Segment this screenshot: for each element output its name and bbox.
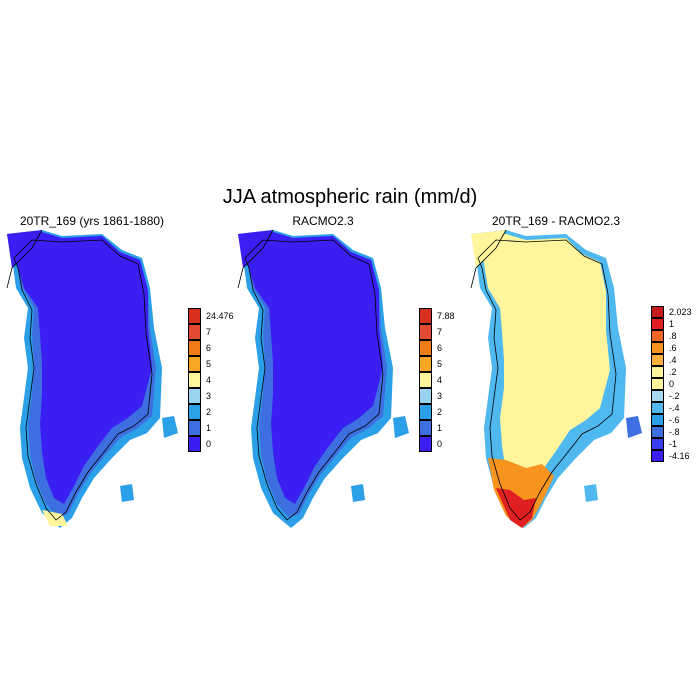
colorbar-swatch xyxy=(419,356,432,372)
colorbar-swatch xyxy=(188,436,201,452)
colorbar-swatch xyxy=(651,342,664,354)
colorbar-swatch xyxy=(188,340,201,356)
colorbar-label: .2 xyxy=(669,367,677,377)
colorbar-swatch xyxy=(419,372,432,388)
colorbar-label: 3 xyxy=(206,391,212,401)
colorbar-swatch xyxy=(188,388,201,404)
colorbar-swatch xyxy=(188,420,201,436)
colorbar-swatch xyxy=(188,308,201,324)
colorbar-label: 6 xyxy=(206,343,212,353)
colorbar-swatch xyxy=(651,402,664,414)
colorbar-swatch xyxy=(188,372,201,388)
colorbar-swatch xyxy=(419,340,432,356)
rain-field-low xyxy=(12,232,152,504)
colorbar-label: -1 xyxy=(669,439,678,449)
colorbar-label: 4 xyxy=(437,375,443,385)
colorbar-swatch xyxy=(651,378,664,390)
colorbar-label: 0 xyxy=(669,379,675,389)
colorbar-swatch xyxy=(419,420,432,436)
colorbar-label: .6 xyxy=(669,343,677,353)
panel-title: RACMO2.3 xyxy=(292,214,354,228)
island xyxy=(393,416,409,438)
colorbar-label: 7 xyxy=(437,327,443,337)
panel-diff: 20TR_169 - RACMO2.3 2.023 1 .8 .6 .4 .2 0 -.2 -.… xyxy=(466,214,700,528)
rain-field-low xyxy=(238,230,273,268)
coastline xyxy=(6,229,43,289)
colorbar-label: 6 xyxy=(437,343,443,353)
colorbar-swatch xyxy=(419,388,432,404)
island xyxy=(584,484,598,502)
colorbar-label: 2 xyxy=(437,407,443,417)
colorbar-swatch xyxy=(651,426,664,438)
colorbar-swatch xyxy=(651,390,664,402)
panel-title: 20TR_169 (yrs 1861-1880) xyxy=(19,214,165,228)
colorbar-swatch xyxy=(651,438,664,450)
colorbar-label: 5 xyxy=(206,359,212,369)
colorbar-label: 4 xyxy=(206,375,212,385)
colorbar-label: -4.16 xyxy=(669,451,690,461)
panel-racmo: RACMO2.3 7.88 7 6 5 4 3 2 1 0 xyxy=(233,214,455,528)
colorbar-swatch xyxy=(651,450,664,462)
colorbar-swatch xyxy=(651,318,664,330)
diff-field-zero xyxy=(480,234,610,504)
colorbar-label: .8 xyxy=(669,331,677,341)
diff-field-zero xyxy=(471,230,506,268)
colorbar-swatch xyxy=(651,306,664,318)
colorbar-label: 7.88 xyxy=(437,311,455,321)
colorbar-label: .4 xyxy=(669,355,677,365)
colorbar-swatch xyxy=(419,404,432,420)
diff-field-positive xyxy=(488,458,554,528)
figure-title: JJA atmospheric rain (mm/d) xyxy=(222,186,478,208)
island xyxy=(162,416,178,438)
colorbar-label: 24.476 xyxy=(206,311,234,321)
colorbar-label: 1 xyxy=(206,423,212,433)
coastline xyxy=(244,239,384,521)
colorbar-swatch xyxy=(651,414,664,426)
greenland-map xyxy=(6,229,178,528)
island xyxy=(626,416,642,438)
panel-20tr: 20TR_169 (yrs 1861-1880) 24.476 7 6 5 4 3 2 1 0 xyxy=(2,214,234,528)
colorbar-label: -.4 xyxy=(669,403,680,413)
colorbar-swatch xyxy=(419,436,432,452)
greenland-map xyxy=(470,229,642,528)
colorbar-label: -.2 xyxy=(669,391,680,401)
rain-field-high xyxy=(42,510,68,526)
colorbar-swatch xyxy=(188,404,201,420)
colorbar-label: 2 xyxy=(206,407,212,417)
coastline xyxy=(237,229,274,289)
coastline xyxy=(13,239,153,521)
rain-field-low xyxy=(243,232,383,504)
colorbar-label: 1 xyxy=(437,423,443,433)
colorbar-label: -.6 xyxy=(669,415,680,425)
coastline xyxy=(477,239,617,521)
colorbar-swatch xyxy=(188,324,201,340)
colorbar-label: 3 xyxy=(437,391,443,401)
island xyxy=(120,484,134,502)
colorbar-label: 0 xyxy=(206,439,212,449)
panel-title: 20TR_169 - RACMO2.3 xyxy=(491,214,621,228)
greenland-map xyxy=(237,229,409,528)
colorbar-label: 0 xyxy=(437,439,443,449)
colorbar-label: -.8 xyxy=(669,427,680,437)
colorbar-label: 7 xyxy=(206,327,212,337)
colorbar-label: 2.023 xyxy=(669,307,692,317)
colorbar-swatch xyxy=(651,366,664,378)
colorbar-label: 5 xyxy=(437,359,443,369)
colorbar-swatch xyxy=(651,354,664,366)
colorbar-swatch xyxy=(419,324,432,340)
coastline xyxy=(470,229,507,289)
island xyxy=(351,484,365,502)
colorbar-swatch xyxy=(188,356,201,372)
colorbar-label: 1 xyxy=(669,319,675,329)
rain-field-low xyxy=(7,230,42,268)
colorbar-swatch xyxy=(651,330,664,342)
colorbar-swatch xyxy=(419,308,432,324)
